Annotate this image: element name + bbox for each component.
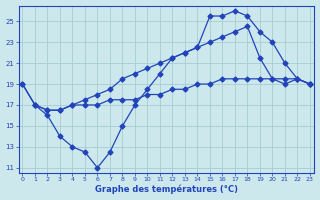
X-axis label: Graphe des températures (°C): Graphe des températures (°C) (95, 185, 238, 194)
